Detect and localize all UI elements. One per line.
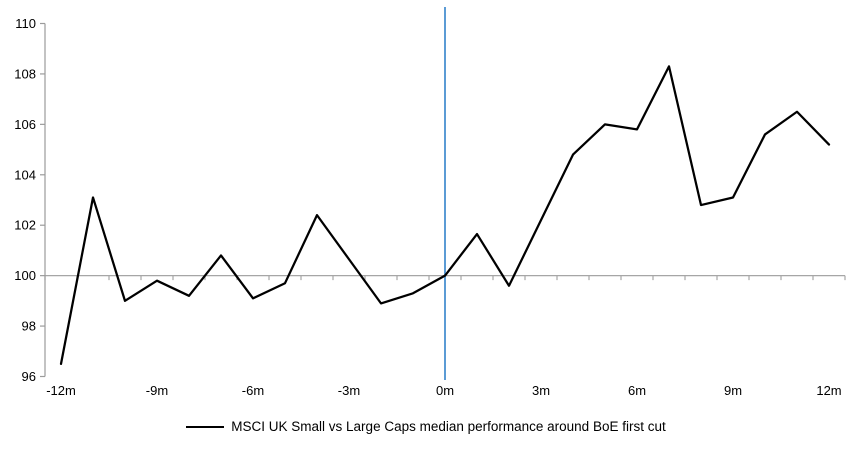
y-axis-tick-label: 108 [14, 66, 36, 81]
x-axis-tick-label: 0m [436, 383, 454, 398]
y-axis-tick-label: 110 [15, 16, 36, 31]
x-axis-tick-label: -6m [242, 383, 264, 398]
y-axis-tick-label: 102 [14, 218, 36, 233]
y-axis-tick-label: 104 [14, 167, 36, 182]
x-axis-tick-label: 6m [628, 383, 646, 398]
y-axis-tick-label: 96 [22, 369, 36, 384]
legend-label: MSCI UK Small vs Large Caps median perfo… [231, 419, 666, 434]
x-axis-tick-label: -12m [46, 383, 76, 398]
x-axis-tick-label: -9m [146, 383, 168, 398]
y-axis-tick-label: 100 [14, 268, 36, 283]
x-axis-tick-label: -3m [338, 383, 360, 398]
y-axis-tick-label: 106 [14, 117, 36, 132]
y-axis-tick-label: 98 [22, 319, 36, 334]
legend-line-swatch [186, 425, 225, 428]
x-axis-tick-label: 9m [724, 383, 742, 398]
x-axis-tick-label: 3m [532, 383, 550, 398]
x-axis-tick-label: 12m [816, 383, 841, 398]
legend: MSCI UK Small vs Large Caps median perfo… [0, 419, 852, 434]
series-line [59, 65, 831, 366]
